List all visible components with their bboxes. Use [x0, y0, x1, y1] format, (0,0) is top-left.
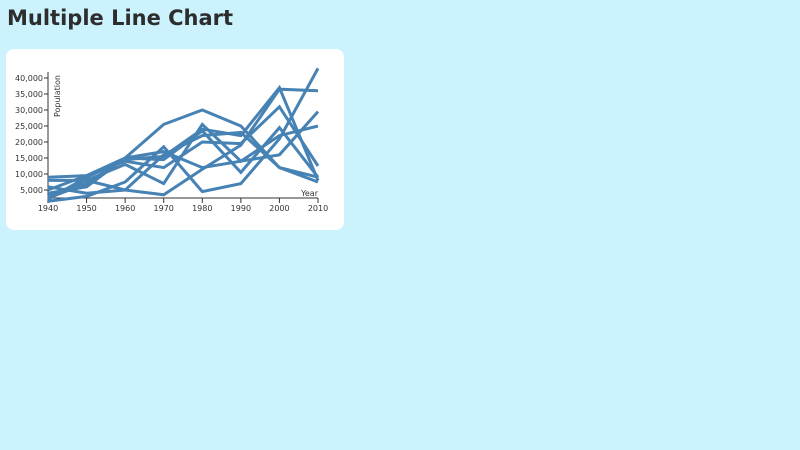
y-axis-label: Population: [53, 75, 62, 117]
y-tick-label: 25,000: [15, 122, 43, 131]
y-tick-label: 20,000: [15, 138, 43, 147]
y-tick-label: 30,000: [15, 106, 43, 115]
x-tick-label: 1940: [38, 204, 58, 213]
series-line-7: [47, 110, 320, 195]
page-title: Multiple Line Chart: [7, 6, 234, 30]
x-axis-label: Year: [300, 189, 319, 198]
y-tick-label: 5,000: [20, 186, 43, 195]
y-tick-label: 40,000: [15, 74, 43, 83]
x-tick-label: 1960: [115, 204, 135, 213]
x-tick-label: 1990: [231, 204, 251, 213]
series-line-9: [47, 125, 320, 200]
line-chart: 1940 1950 1960 1970 1980 1990 2000 2010 5,000 10,…: [15, 67, 328, 213]
x-tick-label: 2000: [269, 204, 289, 213]
x-tick-label: 1970: [154, 204, 174, 213]
y-tick-label: 10,000: [15, 170, 43, 179]
chart-card: 1940 1950 1960 1970 1980 1990 2000 2010 5,000 10,…: [6, 49, 344, 230]
x-tick-label: 1950: [76, 204, 96, 213]
x-tick-label: 2010: [308, 204, 328, 213]
y-tick-label: 35,000: [15, 90, 43, 99]
y-tick-label: 15,000: [15, 154, 43, 163]
x-tick-label: 1980: [192, 204, 212, 213]
